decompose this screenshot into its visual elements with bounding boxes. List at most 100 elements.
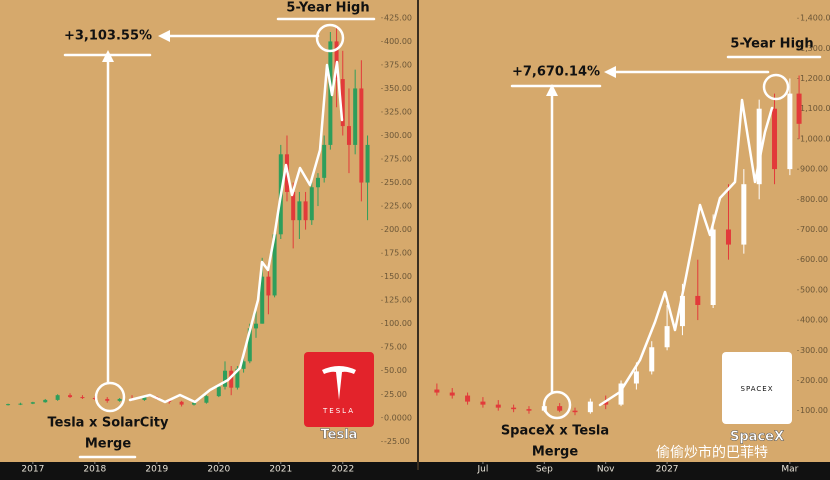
candle-body <box>247 328 252 362</box>
x-tick-label: Jul <box>476 465 488 475</box>
x-tick-label: Nov <box>597 465 615 475</box>
candle-body <box>297 201 302 221</box>
candle-body <box>664 326 670 348</box>
company-name: Tesla <box>321 428 358 443</box>
candle-body <box>6 404 11 406</box>
candle-body <box>796 93 802 124</box>
y-tick-label: 375.00 <box>384 60 412 69</box>
annotations: +3,103.55% 5-Year High Tesla x SolarCity… <box>48 1 822 461</box>
candle-body <box>449 392 455 396</box>
candle-body <box>587 401 593 413</box>
candle-body <box>204 396 209 403</box>
y-tick-label: 1,300.00 <box>800 44 830 53</box>
logo-box <box>722 352 792 424</box>
y-tick-label: 1,000.00 <box>800 134 830 143</box>
candle-body <box>142 397 147 400</box>
logo-text: TESLA <box>322 407 355 415</box>
candle-body <box>216 386 221 397</box>
y-tick-label: 500.00 <box>800 285 828 294</box>
candle-body <box>572 410 578 413</box>
y-tick-label: 1,200.00 <box>800 74 830 83</box>
candle-body <box>787 93 793 170</box>
y-tick-label: 600.00 <box>800 255 828 264</box>
candle-body <box>756 108 762 185</box>
y-tick-label: 25.00 <box>384 390 407 399</box>
y-tick-label: 350.00 <box>384 84 412 93</box>
y-tick-label: 75.00 <box>384 343 407 352</box>
y-tick-label: 300.00 <box>384 131 412 140</box>
candle-body <box>43 399 48 403</box>
candle-body <box>480 401 486 405</box>
event-label: Merge <box>85 437 131 452</box>
y-tick-label: 300.00 <box>800 346 828 355</box>
y-tick-label: 425.00 <box>384 13 412 22</box>
candle-body <box>511 407 517 410</box>
candle-body <box>557 406 563 411</box>
x-tick-label: 2017 <box>21 465 44 475</box>
y-tick-label: 200.00 <box>800 376 828 385</box>
high-label: 5-Year High <box>730 37 813 52</box>
candle-body <box>315 177 320 188</box>
candle-body <box>272 234 277 296</box>
candle-body <box>328 41 333 145</box>
time-axis-bar <box>0 462 830 480</box>
trend-line <box>128 60 344 404</box>
candle-body <box>710 229 716 305</box>
candle-body <box>526 409 532 411</box>
candle-body <box>260 276 265 324</box>
event-label: SpaceX x Tesla <box>501 424 609 439</box>
y-tick-label: 50.00 <box>384 366 407 375</box>
y-tick-label: 900.00 <box>800 165 828 174</box>
candle-body <box>266 276 271 296</box>
trend-line <box>598 98 774 407</box>
y-tick-label: 200.00 <box>384 225 412 234</box>
candle-body <box>309 187 314 221</box>
circle <box>762 73 790 101</box>
candle-body <box>772 108 778 170</box>
candle-body <box>55 395 60 400</box>
candle-body <box>334 41 339 80</box>
candle-body <box>725 229 731 245</box>
arrowhead <box>546 84 558 96</box>
candle-body <box>80 397 85 399</box>
y-tick-label: 225.00 <box>384 202 412 211</box>
x-tick-label: Mar <box>781 465 798 475</box>
candle-body <box>241 361 246 369</box>
candle-body <box>291 191 296 221</box>
background <box>0 0 830 462</box>
candle-body <box>18 403 23 405</box>
candle-body <box>359 88 364 183</box>
candle-body <box>633 371 639 384</box>
y-tick-label: 1,100.00 <box>800 104 830 113</box>
candle-body <box>235 368 240 388</box>
candle-body <box>192 402 197 405</box>
x-tick-label: 2018 <box>83 465 106 475</box>
event-label: Merge <box>532 445 578 460</box>
y-tick-label: 400.00 <box>384 37 412 46</box>
candle-body <box>465 395 471 402</box>
candle-body <box>253 323 258 329</box>
y-tick-label: 100.00 <box>800 406 828 415</box>
candle-body <box>679 295 685 327</box>
y-tick-label: 0.0000 <box>384 413 412 422</box>
candle-body <box>346 126 351 145</box>
candle-body <box>322 144 327 178</box>
x-tick-label: Sep <box>536 465 553 475</box>
candle-body <box>434 389 440 393</box>
candle-body <box>223 370 227 387</box>
logo-text: SPACEX <box>741 385 774 393</box>
logo-mark <box>322 366 356 400</box>
candle-body <box>303 201 308 221</box>
y-tick-label: 125.00 <box>384 296 412 305</box>
y-tick-label: 100.00 <box>384 319 412 328</box>
y-tick-label: 275.00 <box>384 155 412 164</box>
candle-body <box>649 347 655 372</box>
y-tick-label: 400.00 <box>800 316 828 325</box>
x-tick-label: 2020 <box>207 465 230 475</box>
y-tick-label: 800.00 <box>800 195 828 204</box>
circle <box>542 390 572 420</box>
candle-body <box>495 404 501 408</box>
company-name: SpaceX <box>730 430 784 445</box>
y-tick-label: 175.00 <box>384 249 412 258</box>
